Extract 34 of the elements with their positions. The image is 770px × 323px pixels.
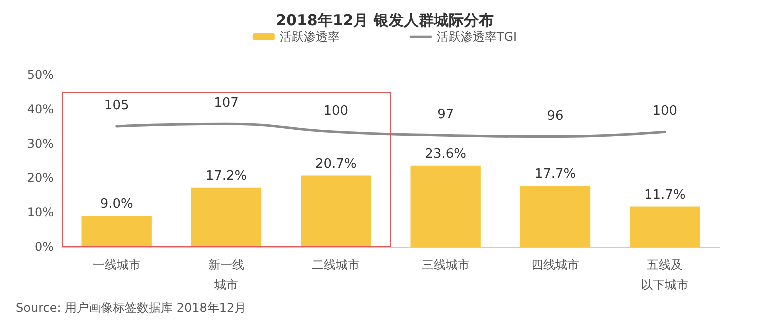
bar [82, 216, 152, 247]
data-label: 97 [438, 108, 454, 123]
y-tick-label: 50% [27, 68, 54, 82]
data-label: 9.0% [100, 197, 134, 212]
data-label: 17.2% [206, 168, 248, 184]
x-tick-label: 五线及以下城市 [641, 258, 690, 292]
y-tick-label: 40% [27, 102, 54, 116]
y-tick-label: 30% [27, 136, 54, 151]
x-tick-label: 二线城市 [312, 258, 360, 272]
x-tick-label: 新一线城市 [208, 258, 244, 292]
legend-label: 活跃渗透率TGI [436, 30, 518, 44]
y-tick-label: 10% [27, 206, 54, 220]
data-label: 23.6% [425, 146, 466, 162]
data-label: 20.7% [316, 156, 357, 172]
data-label: 100 [652, 104, 678, 120]
x-tick-label: 四线城市 [532, 258, 580, 272]
x-tick-label: 三线城市 [422, 258, 470, 272]
bar [520, 186, 591, 247]
y-tick-label: 20% [27, 171, 54, 186]
bar [410, 166, 481, 247]
data-label: 100 [324, 104, 349, 120]
data-label: 105 [104, 98, 130, 114]
data-label: 107 [214, 96, 239, 112]
data-label: 11.7% [644, 188, 686, 203]
bar [301, 176, 372, 247]
data-label: 96 [547, 108, 564, 124]
bar [630, 206, 700, 247]
x-tick-label: 一线城市 [92, 258, 141, 272]
chart-title: 2018年12月 银发人群城际分布 [276, 12, 494, 30]
y-tick-label: 0% [34, 240, 54, 254]
legend-label: 活跃渗透率 [280, 30, 340, 44]
bar [191, 188, 262, 247]
source-note: Source: 用户画像标签数据库 2018年12月 [16, 300, 247, 317]
data-label: 17.7% [534, 167, 576, 182]
